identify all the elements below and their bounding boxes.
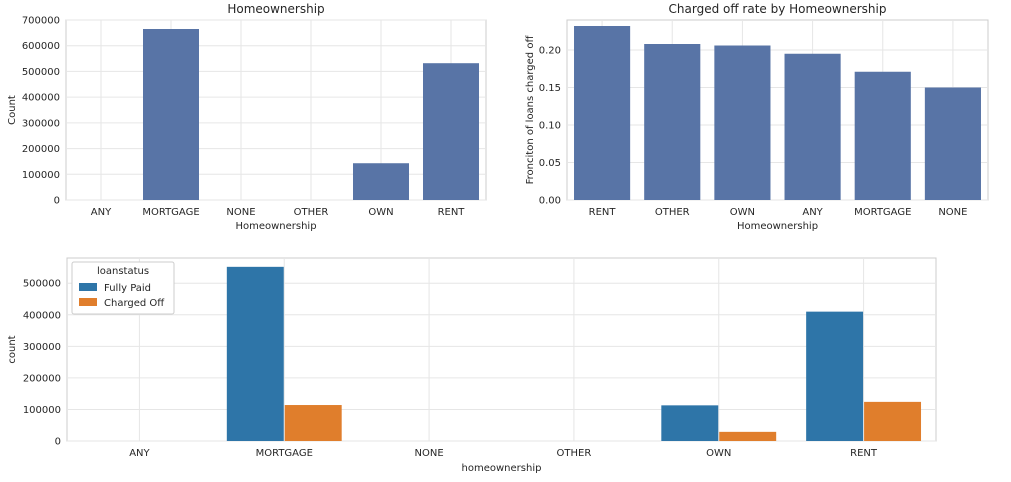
x-axis-label: homeownership [462, 463, 542, 474]
y-tick-label: 0.10 [539, 121, 561, 132]
legend-box [71, 261, 175, 315]
bar [644, 44, 701, 200]
x-tick-label: OWN [368, 207, 393, 218]
x-tick-label: RENT [850, 448, 878, 459]
bar-charged-off [284, 405, 342, 441]
x-tick-label: OWN [730, 207, 755, 218]
y-tick-label: 500000 [22, 67, 60, 78]
y-tick-label: 400000 [23, 310, 61, 321]
x-tick-label: ANY [91, 207, 112, 218]
y-tick-label: 0.20 [539, 46, 561, 57]
legend-label: Fully Paid [104, 283, 151, 294]
legend-swatch [79, 283, 97, 291]
bar [353, 163, 409, 200]
x-tick-label: RENT [438, 207, 466, 218]
x-tick-label: MORTGAGE [256, 448, 313, 459]
x-tick-label: OTHER [655, 207, 690, 218]
bar [714, 45, 771, 200]
x-tick-label: ANY [129, 448, 150, 459]
bar [854, 71, 911, 200]
legend: loanstatus Fully Paid Charged Off [71, 261, 175, 315]
y-tick-label: 100000 [22, 170, 60, 181]
y-tick-label: 0 [54, 196, 60, 207]
x-tick-label: NONE [938, 207, 967, 218]
bar [143, 29, 199, 200]
chart-title: Charged off rate by Homeownership [669, 2, 887, 16]
y-tick-label: 400000 [22, 93, 60, 104]
legend-title: loanstatus [97, 266, 149, 277]
y-tick-label: 0.00 [539, 196, 561, 207]
legend-swatch [79, 298, 97, 306]
chart-3: 0 100000 200000 300000 400000 500000 ANY MORTGA… [7, 257, 937, 474]
bar [423, 63, 479, 201]
x-tick-label: OTHER [294, 207, 329, 218]
y-tick-label: 500000 [23, 279, 61, 290]
y-tick-label: 0.05 [539, 158, 561, 169]
bar-fully-paid [226, 266, 284, 441]
x-tick-label: MORTGAGE [854, 207, 911, 218]
y-tick-label: 300000 [22, 118, 60, 129]
y-tick-label: 300000 [23, 342, 61, 353]
bar [924, 87, 981, 200]
y-axis-label: Fronciton of loans charged off [525, 35, 536, 185]
bar-charged-off [864, 401, 922, 441]
x-tick-label: MORTGAGE [142, 207, 199, 218]
y-axis-label: count [7, 335, 18, 363]
chart-1: 0 100000 200000 300000 400000 500000 600000 700… [7, 2, 487, 232]
plot-area [66, 257, 937, 442]
y-tick-label: 700000 [22, 16, 60, 27]
y-axis-label: Count [7, 95, 18, 125]
x-axis-label: Homeownership [235, 221, 316, 232]
x-tick-label: OTHER [557, 448, 592, 459]
plot-area [65, 19, 487, 201]
y-tick-label: 0 [55, 437, 61, 448]
y-tick-label: 200000 [23, 373, 61, 384]
legend-label: Charged Off [104, 298, 165, 309]
y-tick-label: 200000 [22, 144, 60, 155]
chart-2: 0.00 0.05 0.10 0.15 0.20 RENT OTHER OWN ANY MORTG… [525, 2, 989, 232]
x-tick-label: NONE [226, 207, 255, 218]
x-tick-label: ANY [802, 207, 823, 218]
bar-fully-paid [806, 311, 864, 441]
chart-title: Homeownership [227, 2, 324, 16]
y-tick-label: 0.15 [539, 83, 561, 94]
bar-fully-paid [661, 405, 719, 441]
bar [574, 26, 631, 200]
y-tick-label: 600000 [22, 41, 60, 52]
x-tick-label: OWN [706, 448, 731, 459]
bar-charged-off [719, 431, 777, 441]
x-tick-label: RENT [589, 207, 617, 218]
bar [784, 53, 841, 200]
y-tick-label: 100000 [23, 405, 61, 416]
x-tick-label: NONE [415, 448, 444, 459]
x-axis-label: Homeownership [737, 221, 818, 232]
